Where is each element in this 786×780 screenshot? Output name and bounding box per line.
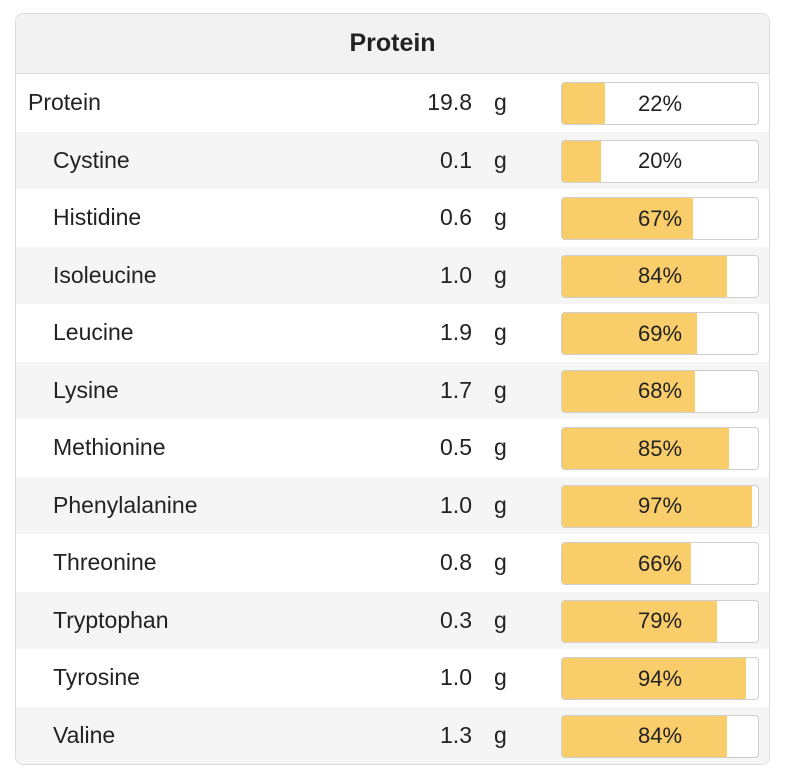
daily-value-bar: 94%	[561, 657, 759, 700]
nutrient-amount: 0.8	[440, 549, 472, 576]
table-row: Histidine 0.6 g 67%	[16, 189, 769, 247]
daily-value-bar-fill	[562, 543, 692, 584]
nutrient-name: Threonine	[53, 549, 157, 576]
nutrient-name: Cystine	[53, 146, 130, 173]
table-row: Valine 1.3 g 84%	[16, 706, 769, 764]
nutrient-table: Protein 19.8 g 22% Cystine 0.1 g 20% Histidine 0.…	[16, 74, 769, 764]
nutrient-unit: g	[494, 549, 507, 576]
daily-value-percent: 79%	[637, 608, 683, 633]
nutrient-amount: 0.3	[440, 606, 472, 633]
nutrient-name: Tryptophan	[53, 606, 169, 633]
nutrient-amount: 1.7	[440, 376, 472, 403]
table-row: Protein 19.8 g 22%	[16, 74, 769, 132]
nutrient-name: Lysine	[53, 376, 119, 403]
nutrient-amount: 19.8	[427, 89, 472, 116]
daily-value-percent: 67%	[637, 205, 683, 231]
daily-value-bar-fill	[562, 198, 694, 239]
daily-value-bar: 69%	[561, 312, 759, 355]
daily-value-bar: 20%	[561, 139, 759, 183]
daily-value-bar-fill	[562, 140, 602, 182]
nutrient-name: Phenylalanine	[53, 491, 198, 518]
daily-value-bar: 68%	[561, 369, 759, 413]
table-row: Tryptophan 0.3 g 79%	[16, 591, 769, 649]
daily-value-bar: 79%	[561, 599, 759, 643]
daily-value-percent: 20%	[637, 148, 683, 173]
nutrient-unit: g	[494, 434, 507, 461]
panel-title: Protein	[16, 14, 769, 74]
daily-value-bar-fill	[562, 485, 753, 527]
daily-value-percent: 94%	[637, 665, 683, 691]
nutrient-unit: g	[494, 146, 507, 173]
daily-value-percent: 66%	[637, 550, 683, 576]
nutrient-amount: 1.0	[440, 491, 472, 518]
daily-value-bar: 85%	[561, 427, 759, 470]
nutrient-name: Protein	[28, 89, 101, 116]
nutrient-name: Leucine	[53, 319, 134, 346]
nutrient-amount: 1.3	[440, 721, 472, 748]
daily-value-bar: 66%	[561, 542, 759, 585]
nutrient-amount: 0.5	[440, 434, 472, 461]
daily-value-percent: 22%	[637, 90, 683, 116]
daily-value-percent: 97%	[637, 493, 683, 518]
daily-value-percent: 85%	[637, 435, 683, 461]
table-row: Threonine 0.8 g 66%	[16, 534, 769, 592]
nutrient-name: Methionine	[53, 434, 166, 461]
daily-value-bar: 84%	[561, 714, 759, 758]
nutrient-unit: g	[494, 204, 507, 231]
nutrient-amount: 1.0	[440, 664, 472, 691]
nutrient-name: Histidine	[53, 204, 142, 231]
daily-value-percent: 84%	[637, 723, 683, 748]
nutrient-unit: g	[494, 721, 507, 748]
nutrient-name: Valine	[53, 721, 116, 748]
table-row: Cystine 0.1 g 20%	[16, 131, 769, 189]
nutrient-unit: g	[494, 376, 507, 403]
nutrient-amount: 1.0	[440, 261, 472, 288]
nutrient-unit: g	[494, 89, 507, 116]
daily-value-bar-fill	[562, 658, 747, 699]
nutrient-unit: g	[494, 319, 507, 346]
daily-value-bar: 67%	[561, 197, 759, 240]
table-row: Isoleucine 1.0 g 84%	[16, 246, 769, 304]
nutrient-unit: g	[494, 491, 507, 518]
daily-value-bar-fill	[562, 715, 727, 757]
daily-value-bar: 84%	[561, 254, 759, 298]
nutrient-amount: 0.6	[440, 204, 472, 231]
daily-value-percent: 84%	[637, 263, 683, 288]
table-row: Methionine 0.5 g 85%	[16, 419, 769, 477]
table-row: Lysine 1.7 g 68%	[16, 361, 769, 419]
daily-value-percent: 68%	[637, 378, 683, 403]
daily-value-bar-fill	[562, 83, 606, 124]
nutrient-unit: g	[494, 261, 507, 288]
nutrient-name: Tyrosine	[53, 664, 140, 691]
daily-value-bar-fill	[562, 313, 698, 354]
protein-panel: Protein Protein 19.8 g 22% Cystine 0.1 g 20% His…	[15, 13, 770, 765]
nutrient-unit: g	[494, 606, 507, 633]
daily-value-bar-fill	[562, 600, 717, 642]
daily-value-bar: 97%	[561, 484, 759, 528]
daily-value-percent: 69%	[637, 320, 683, 346]
nutrient-name: Isoleucine	[53, 261, 157, 288]
table-row: Tyrosine 1.0 g 94%	[16, 649, 769, 707]
table-row: Phenylalanine 1.0 g 97%	[16, 476, 769, 534]
daily-value-bar-fill	[562, 370, 696, 412]
table-row: Leucine 1.9 g 69%	[16, 304, 769, 362]
nutrient-unit: g	[494, 664, 507, 691]
daily-value-bar-fill	[562, 255, 727, 297]
daily-value-bar-fill	[562, 428, 729, 469]
nutrient-amount: 1.9	[440, 319, 472, 346]
daily-value-bar: 22%	[561, 82, 759, 125]
nutrient-amount: 0.1	[440, 146, 472, 173]
